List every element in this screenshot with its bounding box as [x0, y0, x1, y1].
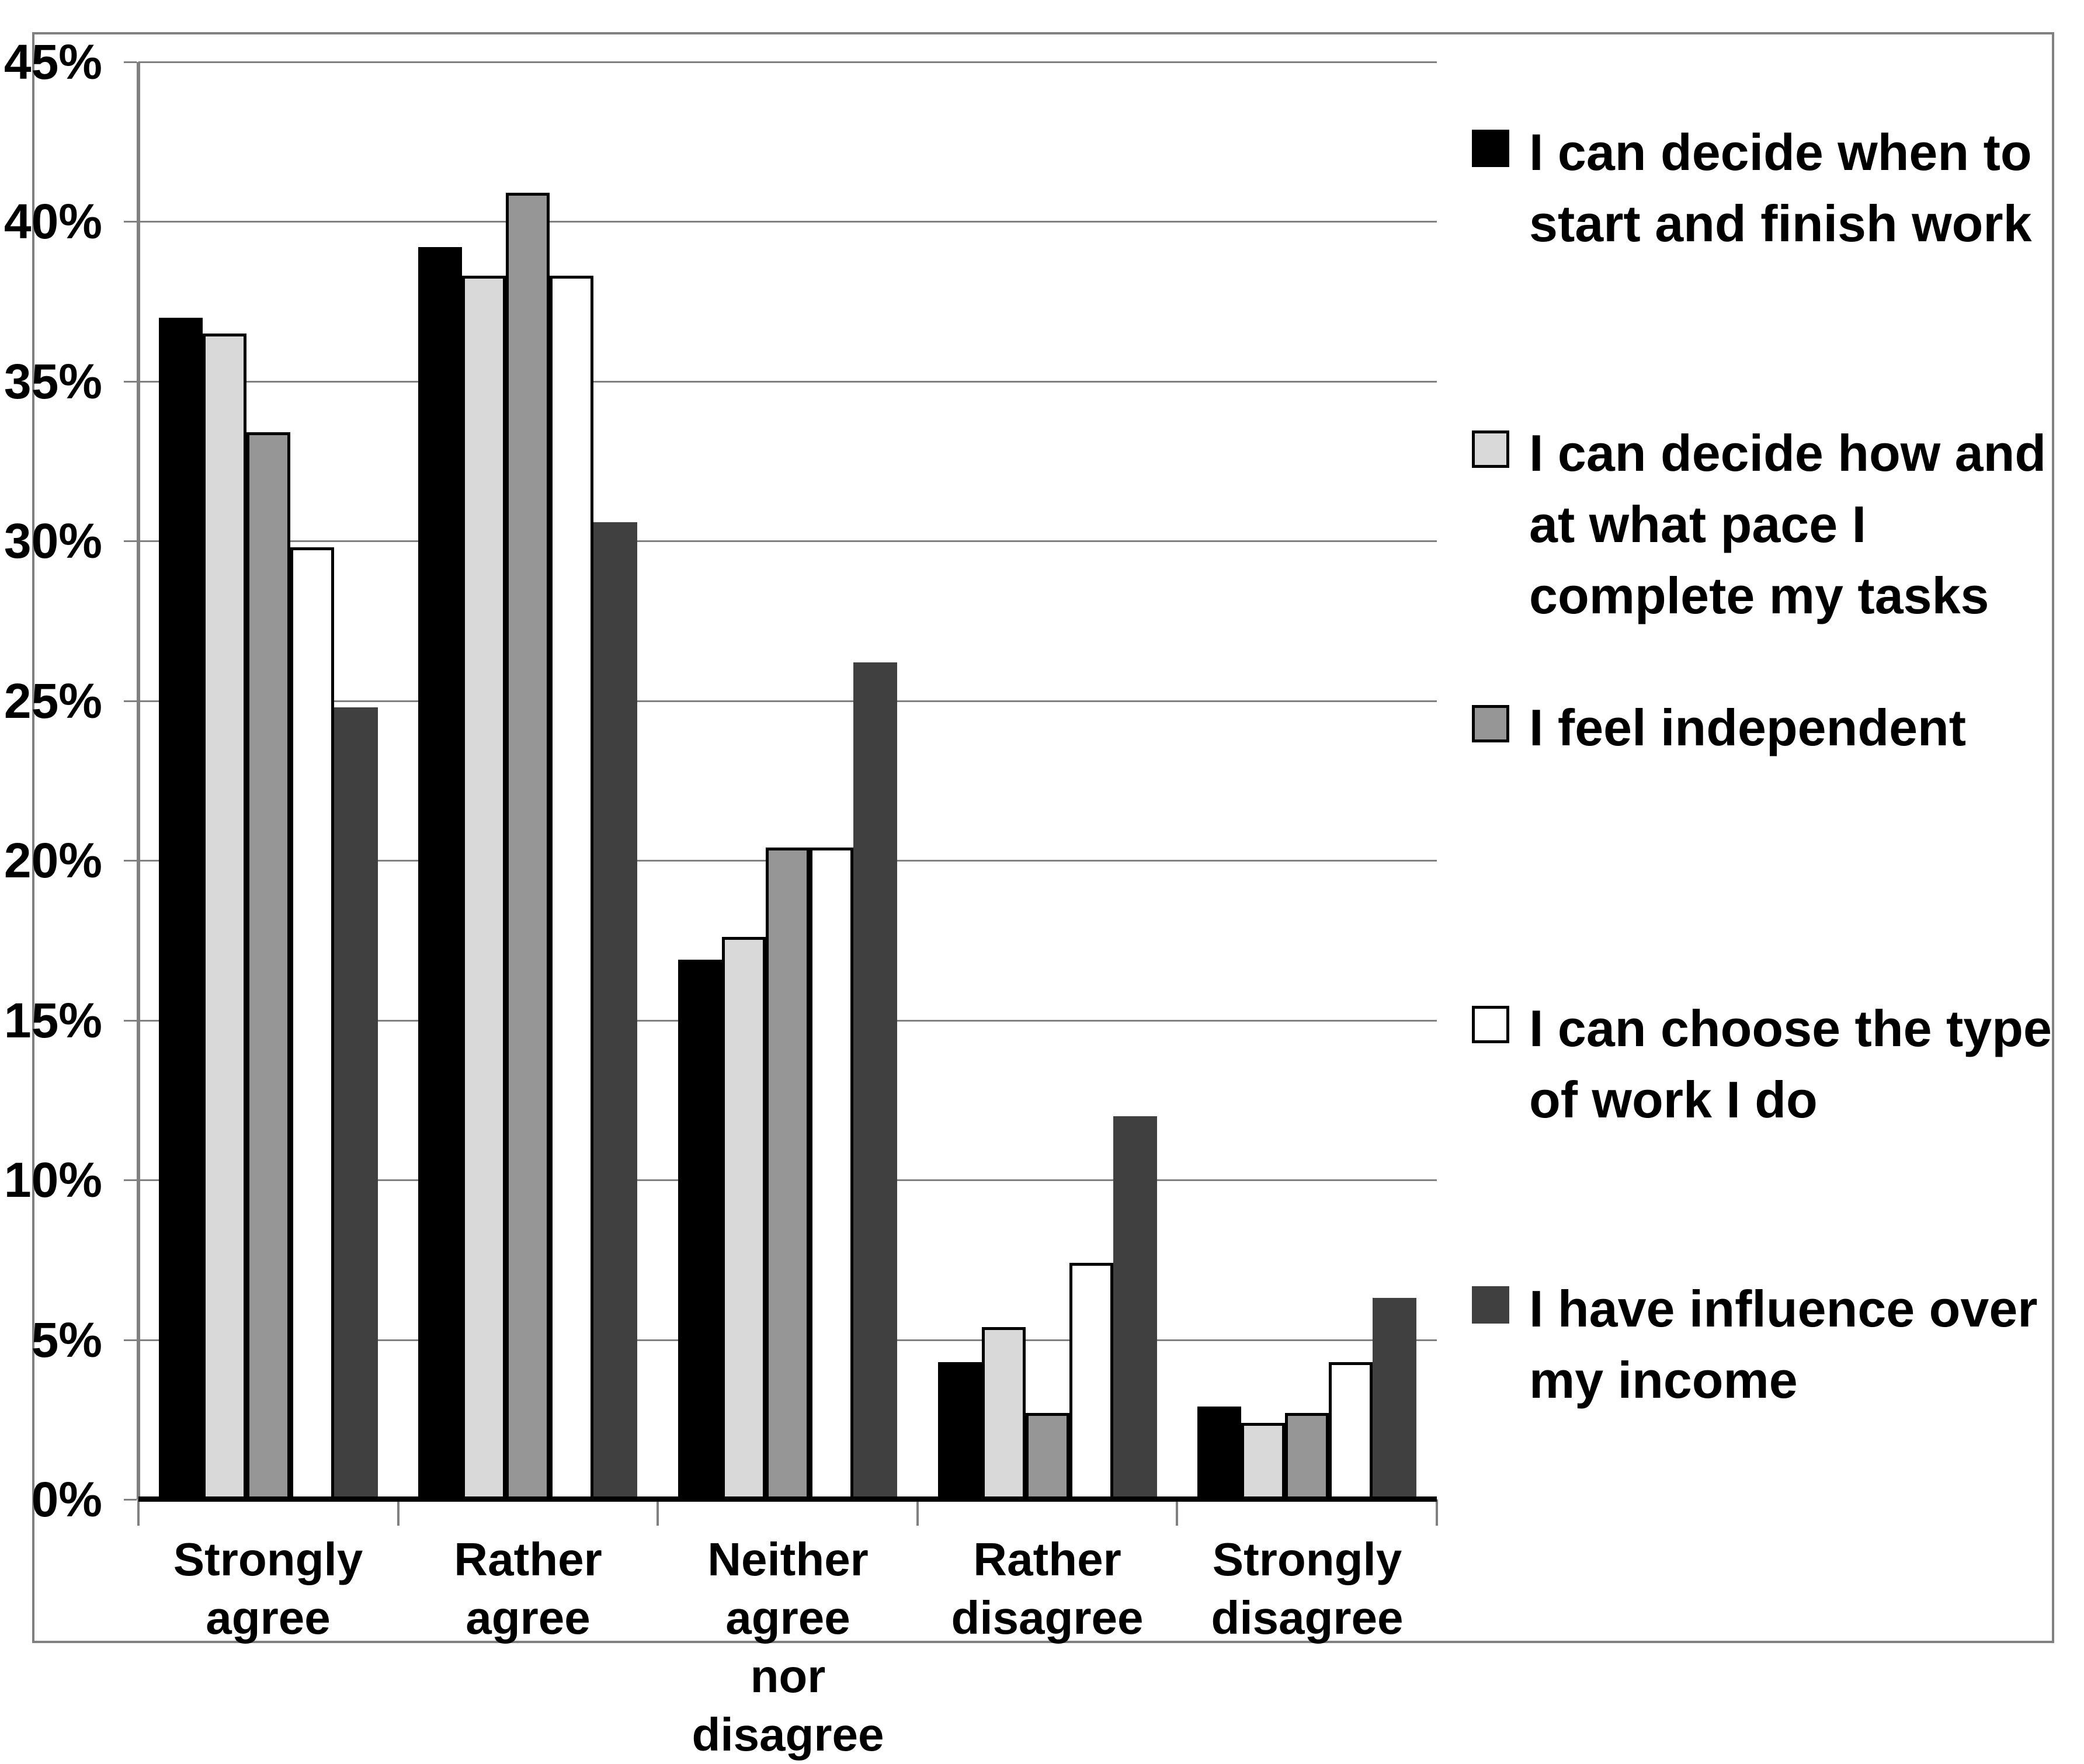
legend-label-line: my income — [1529, 1351, 1798, 1409]
y-axis-label: 30% — [4, 513, 102, 568]
legend-label-line: I can decide how and — [1529, 424, 2047, 482]
legend-label-line: start and finish work — [1529, 195, 2032, 252]
y-axis-label: 25% — [4, 673, 102, 728]
legend-label-line: I can decide when to — [1529, 123, 2032, 181]
x-axis-baseline — [138, 1496, 1437, 1502]
x-axis-label-line: Neither agree — [707, 1533, 869, 1644]
bar-5-1 — [334, 707, 378, 1499]
y-axis-tick — [124, 1499, 137, 1501]
legend-item-4: I can choose the type of work I do — [1472, 993, 2052, 1136]
x-axis-tick — [137, 1499, 140, 1526]
bar-1-5 — [1197, 1407, 1241, 1499]
x-axis-tick — [916, 1499, 919, 1526]
bar-1-3 — [678, 960, 722, 1499]
legend-swatch-icon — [1472, 1006, 1509, 1043]
legend-label: I have influence over my income — [1529, 1273, 2038, 1416]
x-axis-label-line: agree — [206, 1592, 331, 1644]
x-axis-label-2: Rather agree — [394, 1530, 662, 1647]
y-axis-label: 45% — [4, 34, 102, 89]
bar-2-3 — [722, 937, 766, 1499]
legend-item-1: I can decide when to start and finish wor… — [1472, 117, 2032, 259]
bar-1-1 — [159, 318, 203, 1499]
gridline — [138, 381, 1437, 383]
x-axis-label-4: Rather disagree — [913, 1530, 1182, 1647]
gridline — [138, 221, 1437, 223]
y-axis-tick — [124, 1339, 137, 1341]
x-axis-label-line: Strongly — [1212, 1533, 1402, 1585]
x-axis-tick — [1436, 1499, 1438, 1526]
y-axis-tick — [124, 700, 137, 702]
legend-label: I can choose the type of work I do — [1529, 993, 2052, 1136]
gridline — [138, 540, 1437, 542]
legend-swatch-icon — [1472, 705, 1509, 742]
bar-4-2 — [550, 276, 593, 1499]
legend-label-line: I feel independent — [1529, 699, 1967, 756]
legend-swatch-icon — [1472, 430, 1509, 468]
y-axis-label: 0% — [31, 1472, 102, 1527]
legend-label: I can decide when to start and finish wor… — [1529, 117, 2032, 259]
bar-3-2 — [506, 193, 550, 1499]
bar-3-5 — [1285, 1413, 1329, 1499]
x-axis-label-line: disagree — [1211, 1592, 1404, 1644]
bar-3-4 — [1026, 1413, 1069, 1499]
gridline — [138, 61, 1437, 63]
bar-2-1 — [203, 334, 246, 1499]
legend-item-5: I have influence over my income — [1472, 1273, 2038, 1416]
y-axis-tick — [124, 1179, 137, 1181]
bar-2-5 — [1241, 1423, 1285, 1499]
x-axis-label-line: nor disagree — [692, 1650, 884, 1760]
bar-5-3 — [853, 662, 897, 1499]
x-axis-label-1: Strongly agree — [134, 1530, 402, 1647]
x-axis-label-line: disagree — [951, 1592, 1144, 1644]
y-axis-tick — [124, 540, 137, 542]
bar-4-3 — [810, 848, 853, 1499]
bar-3-3 — [766, 848, 810, 1499]
x-axis-label-line: Rather — [973, 1533, 1121, 1585]
bar-1-4 — [938, 1362, 982, 1499]
bar-2-4 — [982, 1327, 1026, 1499]
y-axis-tick — [124, 1020, 137, 1022]
legend-swatch-icon — [1472, 1286, 1509, 1324]
legend-label-line: complete my tasks — [1529, 567, 1989, 624]
y-axis-label: 35% — [4, 354, 102, 409]
legend-item-3: I feel independent — [1472, 692, 1966, 763]
bar-3-1 — [246, 432, 290, 1499]
y-axis-label: 40% — [4, 194, 102, 249]
bar-1-2 — [418, 247, 462, 1499]
bar-5-4 — [1113, 1116, 1157, 1499]
x-axis-label-3: Neither agree nor disagree — [654, 1530, 922, 1764]
legend-item-2: I can decide how and at what pace I comple… — [1472, 418, 2046, 631]
bar-5-2 — [593, 522, 637, 1499]
legend-label-line: I can choose the type — [1529, 999, 2052, 1057]
y-axis-label: 20% — [4, 833, 102, 888]
x-axis-label-line: Rather agree — [454, 1533, 602, 1644]
y-axis-tick — [124, 61, 137, 63]
plot-area — [124, 61, 1437, 1502]
y-axis-label: 10% — [4, 1152, 102, 1207]
x-axis-tick — [657, 1499, 659, 1526]
bar-4-4 — [1069, 1263, 1113, 1499]
y-axis-tick — [124, 381, 137, 383]
legend-label-line: of work I do — [1529, 1071, 1818, 1128]
y-axis-label: 5% — [31, 1312, 102, 1367]
bar-5-5 — [1373, 1298, 1416, 1499]
legend-label: I can decide how and at what pace I comple… — [1529, 418, 2046, 631]
x-axis-tick — [1176, 1499, 1178, 1526]
y-axis-line — [137, 62, 140, 1499]
x-axis-label-5: Strongly disagree — [1173, 1530, 1442, 1647]
bar-4-5 — [1329, 1362, 1373, 1499]
bar-2-2 — [462, 276, 506, 1499]
y-axis-tick — [124, 860, 137, 862]
legend-swatch-icon — [1472, 130, 1509, 167]
legend-label-line: I have influence over — [1529, 1280, 2038, 1338]
bar-4-1 — [290, 547, 334, 1499]
x-axis-tick — [397, 1499, 400, 1526]
legend-label: I feel independent — [1529, 692, 1966, 763]
y-axis-label: 15% — [4, 993, 102, 1048]
gridline — [138, 700, 1437, 702]
y-axis-tick — [124, 221, 137, 223]
legend-label-line: at what pace I — [1529, 495, 1867, 553]
x-axis-label-line: Strongly — [173, 1533, 363, 1585]
